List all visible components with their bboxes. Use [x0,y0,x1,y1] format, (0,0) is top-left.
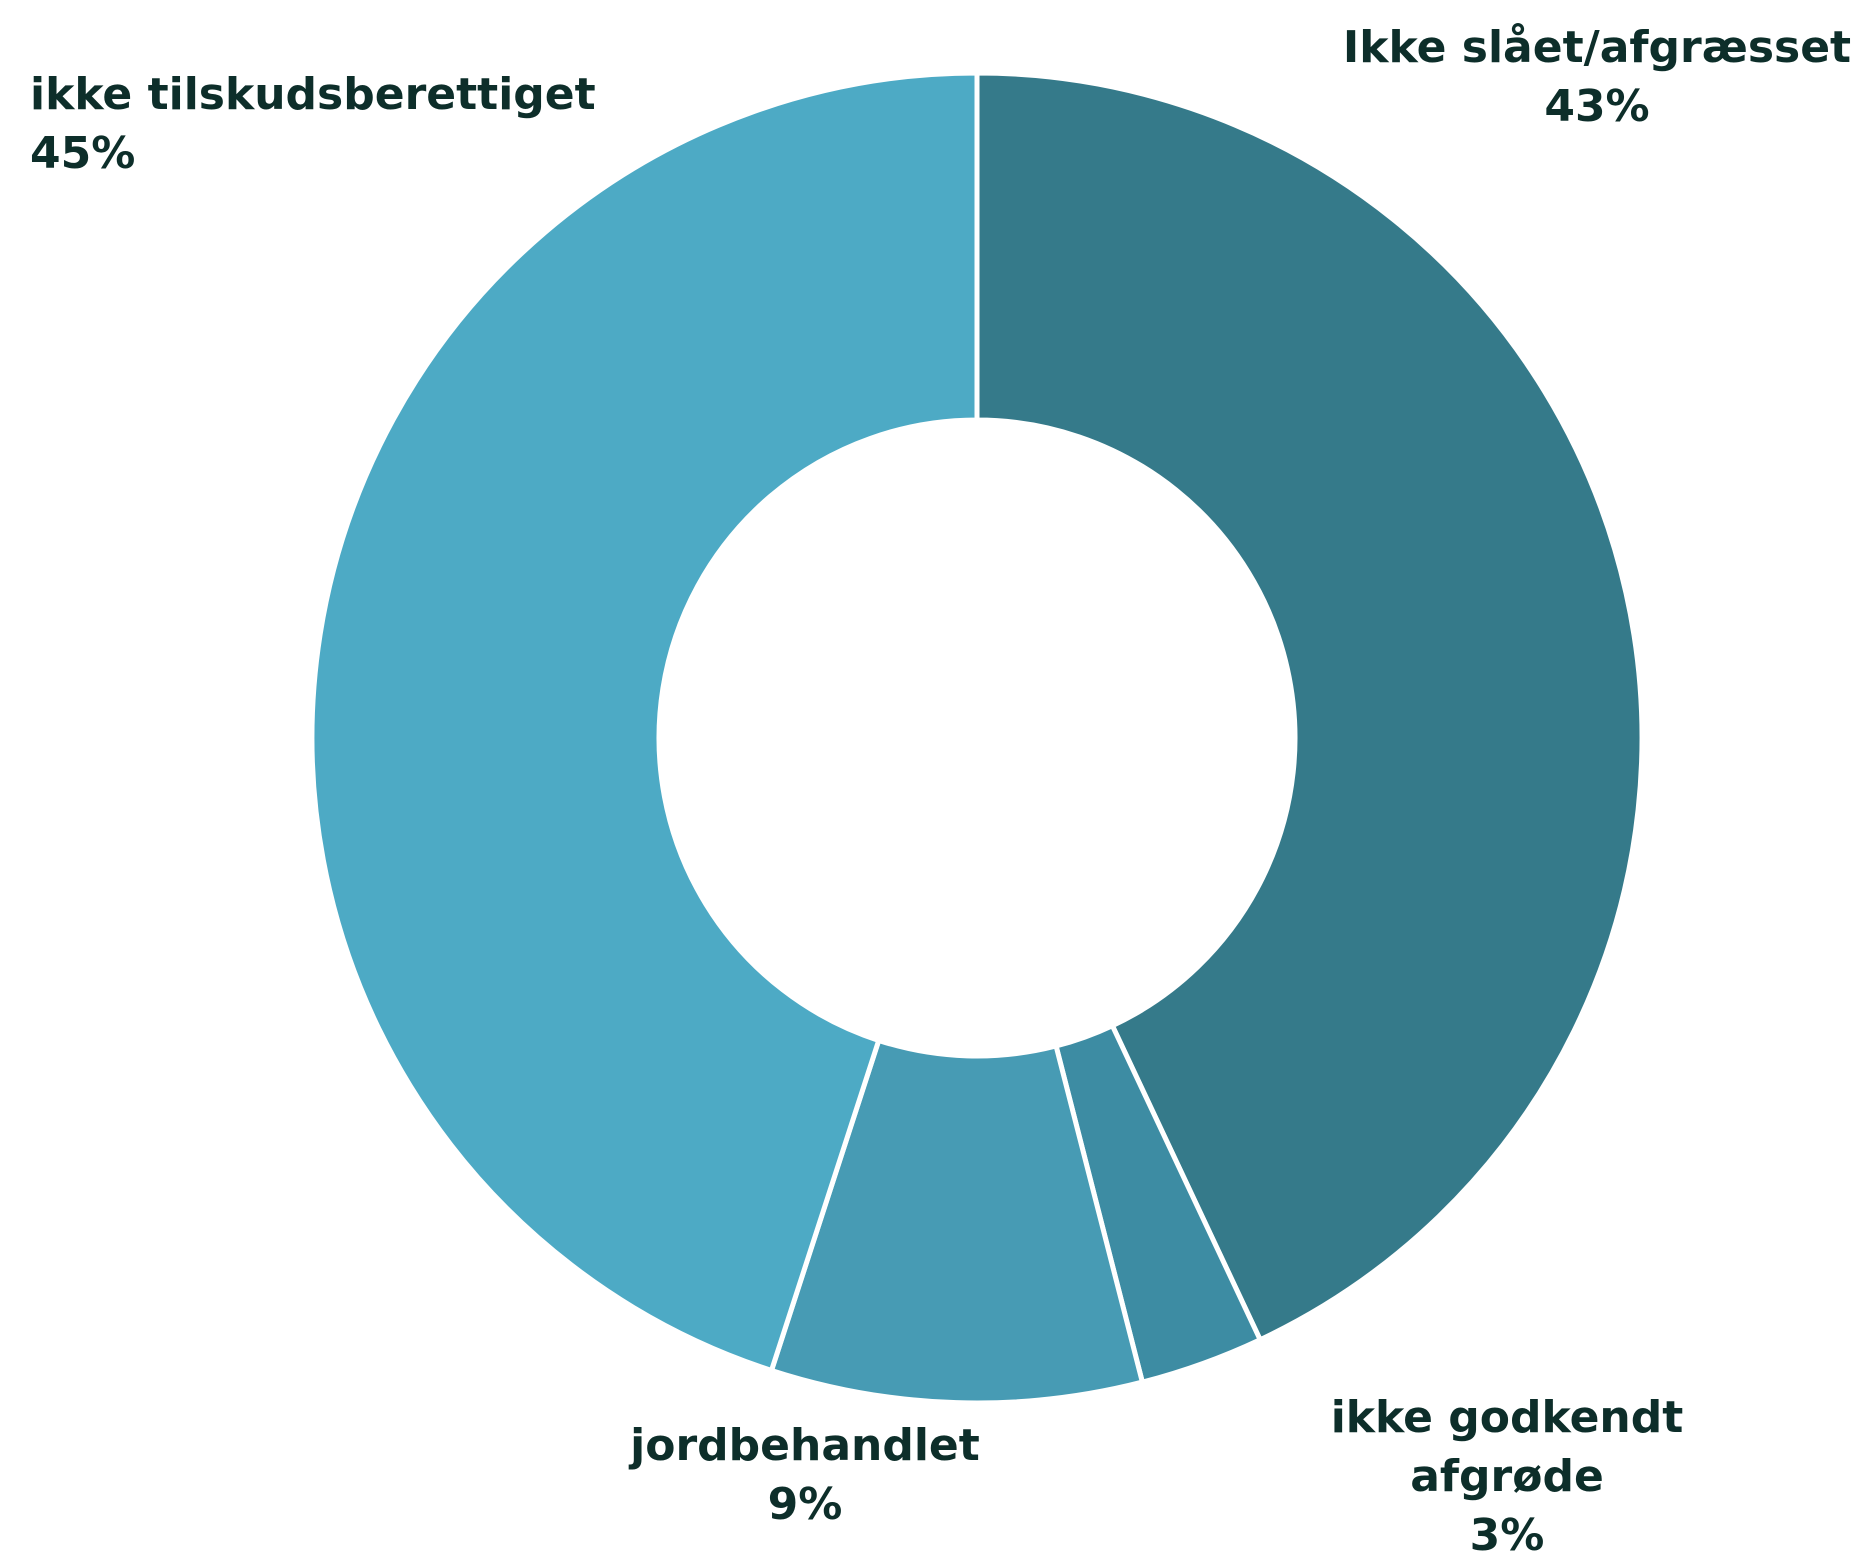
value-label: 43% [1544,81,1650,132]
slice-label: Ikke slået/afgræsset 43% [1247,18,1852,136]
value-label: 45% [30,128,136,179]
slice-label: jordbehandlet 9% [505,1416,1105,1534]
value-label: 3% [1469,1510,1545,1561]
slice-label: ikke tilskudsberettiget 45% [30,65,730,183]
category-label: ikke tilskudsberettiget [30,69,596,120]
donut-slice [768,1037,1146,1406]
donut-slice [309,70,980,1374]
value-label: 9% [767,1479,843,1530]
slice-label: ikke godkendt afgrøde 3% [1317,1388,1697,1565]
category-label: ikke godkendt afgrøde [1330,1392,1684,1502]
donut-slice [974,70,1645,1344]
category-label: jordbehandlet [630,1420,980,1471]
category-label: Ikke slået/afgræsset [1342,22,1852,73]
